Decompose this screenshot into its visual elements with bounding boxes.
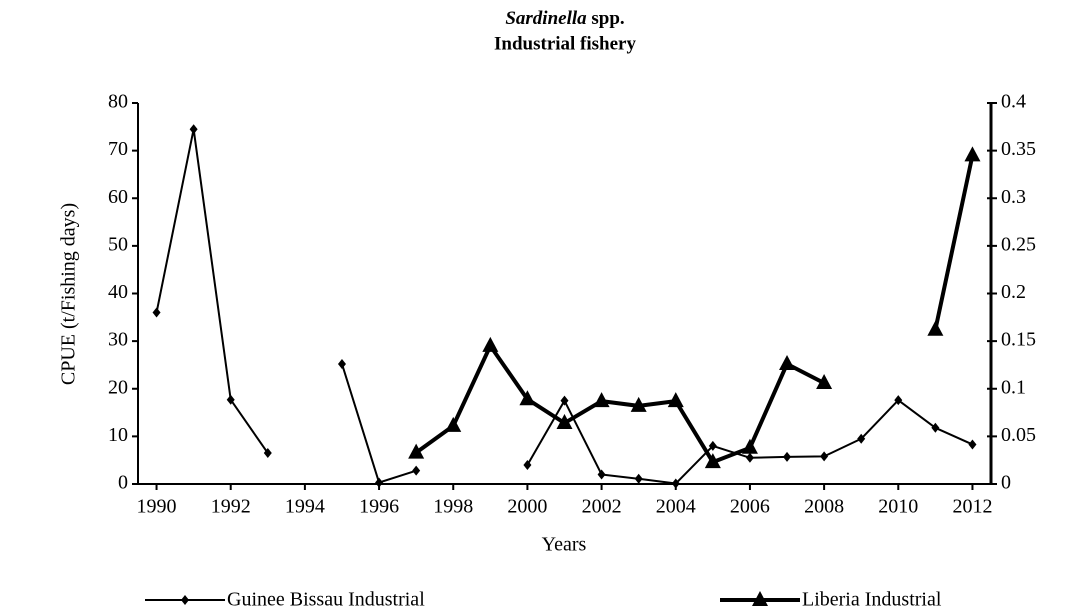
y-tick-label: 20 (108, 376, 128, 398)
marker (375, 477, 384, 488)
marker (556, 414, 573, 430)
x-tick-label: 1992 (211, 496, 251, 518)
marker (968, 439, 977, 450)
marker (634, 473, 643, 484)
y-axis-label: CPUE (t/Fishing days) (58, 203, 80, 385)
y2-tick-label: 0.2 (1001, 281, 1026, 303)
title-species: Sardinella (505, 8, 587, 29)
marker (964, 146, 981, 162)
y2-tick-label: 0.05 (1001, 424, 1036, 446)
marker (857, 433, 866, 444)
marker (560, 395, 569, 406)
marker (597, 469, 606, 480)
marker (779, 354, 796, 370)
marker (181, 595, 189, 605)
x-tick-label: 1994 (285, 496, 325, 518)
y-tick-label: 60 (108, 186, 128, 208)
x-tick-label: 2010 (878, 496, 918, 518)
marker (745, 452, 754, 463)
marker (523, 459, 532, 470)
marker (741, 438, 758, 454)
y2-tick-label: 0.15 (1001, 329, 1036, 351)
marker (445, 416, 462, 432)
marker (708, 440, 717, 451)
x-tick-label: 2012 (952, 496, 992, 518)
y-tick-label: 0 (118, 472, 128, 494)
legend-label: Guinee Bissau Industrial (227, 589, 425, 611)
title-suffix: spp. (591, 8, 624, 29)
marker (630, 396, 647, 412)
marker (263, 448, 272, 459)
y2-tick-label: 0.35 (1001, 138, 1036, 160)
marker (412, 465, 421, 476)
marker (667, 392, 684, 408)
y2-tick-label: 0.25 (1001, 233, 1036, 255)
y-tick-label: 50 (108, 233, 128, 255)
marker (783, 451, 792, 462)
y-tick-label: 30 (108, 329, 128, 351)
marker (931, 422, 940, 433)
marker (894, 395, 903, 406)
marker (337, 358, 346, 369)
y2-tick-label: 0 (1001, 472, 1011, 494)
marker (704, 453, 721, 469)
y2-tick-label: 0.3 (1001, 186, 1026, 208)
x-tick-label: 1990 (137, 496, 177, 518)
y2-tick-label: 0.4 (1001, 91, 1026, 113)
y-tick-label: 10 (108, 424, 128, 446)
marker (519, 390, 536, 406)
legend-label: Liberia Industrial (802, 589, 942, 611)
marker (226, 394, 235, 405)
marker (408, 443, 425, 459)
chart-title: Sardinella spp. (505, 8, 624, 29)
x-tick-label: 2004 (656, 496, 696, 518)
y2-tick-label: 0.1 (1001, 376, 1026, 398)
x-axis-label: Years (542, 534, 587, 556)
marker (816, 374, 833, 390)
marker (671, 478, 680, 489)
marker (752, 591, 768, 606)
series-line (414, 154, 975, 465)
y-tick-label: 70 (108, 138, 128, 160)
x-tick-label: 2002 (582, 496, 622, 518)
marker (927, 320, 944, 336)
marker (482, 336, 499, 352)
x-tick-label: 1998 (433, 496, 473, 518)
x-tick-label: 2008 (804, 496, 844, 518)
y-tick-label: 80 (108, 91, 128, 113)
marker (152, 307, 161, 318)
x-tick-label: 1996 (359, 496, 399, 518)
marker (820, 451, 829, 462)
series-line (155, 128, 973, 485)
y-tick-label: 40 (108, 281, 128, 303)
x-tick-label: 2000 (507, 496, 547, 518)
marker (593, 392, 610, 408)
chart-subtitle: Industrial fishery (494, 33, 636, 54)
x-tick-label: 2006 (730, 496, 770, 518)
marker (189, 124, 198, 135)
